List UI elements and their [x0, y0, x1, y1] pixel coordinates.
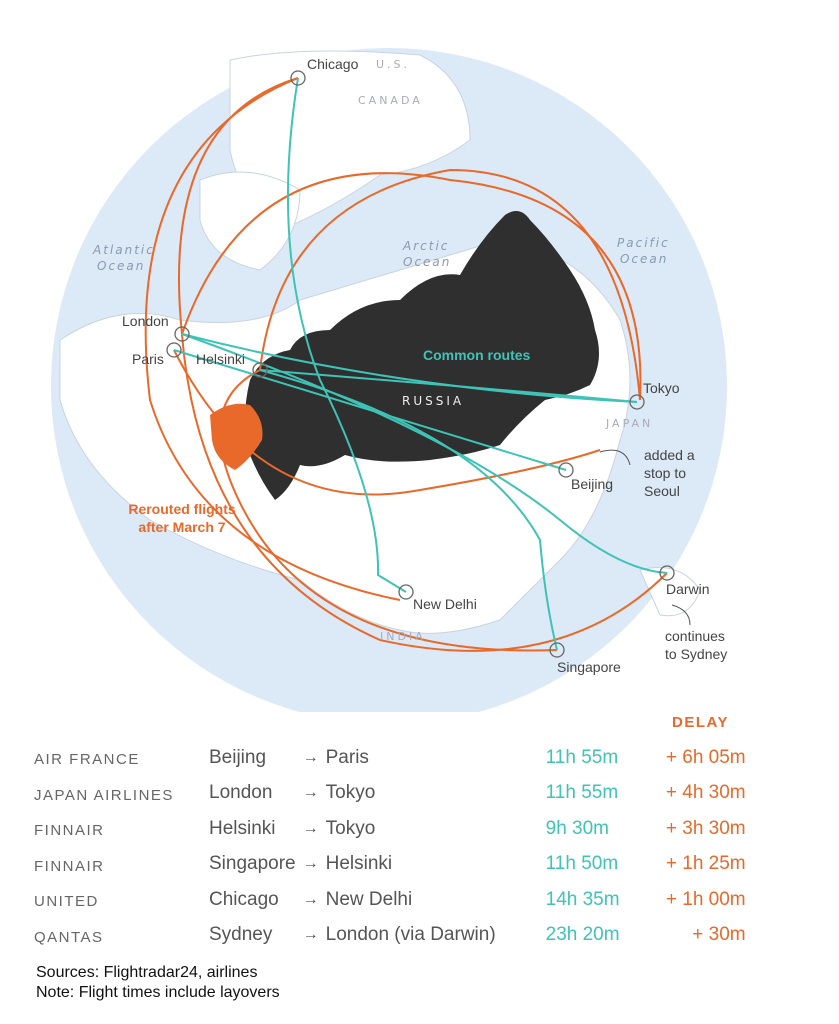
route-common-london-tokyo — [181, 333, 638, 403]
sources-note: Sources: Flightradar24, airlines — [36, 964, 258, 981]
cell-airline: JAPAN AIRLINES — [34, 786, 174, 804]
cell-arrow: → — [302, 748, 319, 766]
cell-delay: + 1h 00m — [665, 888, 746, 910]
cell-time: 14h 35m — [545, 888, 620, 910]
annotation-sydney: continues to Sydney — [665, 628, 727, 662]
cell-to: Tokyo — [325, 817, 376, 839]
city-label-london: London — [122, 313, 169, 329]
table-row: QANTAS Sydney → London (via Darwin) 23h 20m +… — [34, 918, 746, 954]
cell-from: Sydney — [209, 924, 273, 946]
delay-header: DELAY — [672, 714, 729, 731]
cell-to: Helsinki — [325, 853, 393, 875]
route-common-paris-beijing — [173, 349, 567, 471]
city-marker-paris — [166, 342, 182, 358]
country-label-japan: JAPAN — [605, 417, 653, 430]
cell-time: 11h 55m — [545, 782, 619, 804]
city-label-tokyo: Tokyo — [643, 380, 680, 396]
cell-time: 11h 55m — [545, 746, 619, 768]
table-row: FINNAIR Singapore → Helsinki 11h 50m + 1h 25m — [34, 847, 746, 883]
cell-from: Chicago — [209, 888, 279, 910]
cell-time: 9h 30m — [545, 817, 609, 839]
city-marker-beijing — [558, 462, 574, 478]
annotation-seoul: added a stop to Seoul — [644, 447, 695, 499]
city-label-beijing: Beijing — [571, 476, 613, 492]
route-rerouted-chicago-london — [178, 77, 299, 335]
route-rerouted-helsinki-tokyo — [259, 168, 641, 401]
cell-time: 23h 20m — [545, 924, 620, 946]
russia-shape — [245, 211, 599, 500]
city-marker-tokyo — [629, 394, 645, 410]
city-label-darwin: Darwin — [666, 581, 710, 597]
ocean-label-atlantic: Atlantic Ocean — [92, 243, 155, 273]
cell-arrow: → — [302, 926, 319, 944]
seoul-arrow — [599, 449, 631, 466]
flight-table: AIR FRANCE Beijing → Paris 11h 55m + 6h 05m JA… — [34, 740, 746, 953]
route-common-london-darwin — [181, 333, 668, 574]
table-row: UNITED Chicago → New Delhi 14h 35m + 1h 00m — [34, 882, 746, 918]
city-label-new-delhi: New Delhi — [413, 596, 477, 612]
country-label-canada: CANADA — [358, 94, 423, 107]
route-common-chicago-delhi — [287, 77, 407, 593]
globe-map: Chicago London Paris Helsinki Tokyo Beij… — [51, 48, 727, 712]
route-common-helsinki-singapore — [259, 369, 558, 651]
cell-to: Paris — [325, 746, 369, 768]
cell-from: Helsinki — [209, 817, 276, 839]
ocean-label-arctic: Arctic Ocean — [402, 239, 451, 269]
cell-arrow: → — [302, 890, 319, 908]
cell-to: London (via Darwin) — [325, 924, 496, 946]
layover-note: Note: Flight times include layovers — [36, 984, 280, 1001]
country-label-russia: RUSSIA — [402, 394, 464, 408]
sydney-arrow — [671, 604, 691, 626]
cell-to: New Delhi — [325, 888, 413, 910]
route-rerouted-london-tokyo — [181, 172, 642, 401]
route-rerouted-chicago-delhi — [144, 77, 401, 601]
city-label-chicago: Chicago — [307, 56, 359, 72]
cell-delay: + 30m — [692, 924, 746, 946]
cell-to: Tokyo — [325, 782, 376, 804]
cell-airline: UNITED — [34, 893, 99, 911]
cell-airline: FINNAIR — [34, 857, 105, 875]
cell-time: 11h 50m — [545, 853, 619, 875]
cell-arrow: → — [302, 855, 319, 873]
cell-arrow: → — [302, 784, 319, 802]
city-marker-helsinki — [252, 362, 268, 378]
city-label-singapore: Singapore — [557, 659, 621, 675]
cell-from: London — [209, 782, 273, 804]
annotation-common-routes: Common routes — [423, 347, 531, 363]
ocean-label-pacific: Pacific Ocean — [617, 236, 670, 266]
cell-airline: AIR FRANCE — [34, 751, 140, 769]
table-row: AIR FRANCE Beijing → Paris 11h 55m + 6h 05m — [34, 740, 746, 776]
cell-delay: + 6h 05m — [665, 746, 746, 768]
city-marker-new-delhi — [398, 584, 414, 600]
cell-delay: + 1h 25m — [665, 853, 746, 875]
cell-airline: QANTAS — [34, 928, 104, 946]
city-marker-chicago — [290, 70, 306, 86]
cell-delay: + 3h 30m — [665, 817, 746, 839]
cell-delay: + 4h 30m — [665, 782, 746, 804]
footnotes: Sources: Flightradar24, airlines Note: F… — [36, 963, 280, 1003]
cell-from: Beijing — [209, 746, 267, 768]
cell-airline: FINNAIR — [34, 822, 105, 840]
cell-arrow: → — [302, 819, 319, 837]
city-label-paris: Paris — [132, 351, 164, 367]
city-marker-darwin — [659, 565, 675, 581]
city-marker-london — [174, 326, 190, 342]
route-rerouted-singapore-helsinki — [219, 369, 558, 652]
city-label-helsinki: Helsinki — [196, 351, 245, 367]
table-row: FINNAIR Helsinki → Tokyo 9h 30m + 3h 30m — [34, 811, 746, 847]
annotation-rerouted: Rerouted flights after March 7 — [128, 501, 236, 535]
route-common-helsinki-tokyo — [259, 369, 638, 403]
city-marker-singapore — [549, 642, 565, 658]
cell-from: Singapore — [209, 853, 296, 875]
route-rerouted-darwin-london — [181, 333, 668, 652]
country-label-india: INDIA — [380, 630, 426, 643]
table-row: JAPAN AIRLINES London → Tokyo 11h 55m + 4h 30… — [34, 776, 746, 812]
country-label-us: U.S. — [376, 58, 410, 71]
